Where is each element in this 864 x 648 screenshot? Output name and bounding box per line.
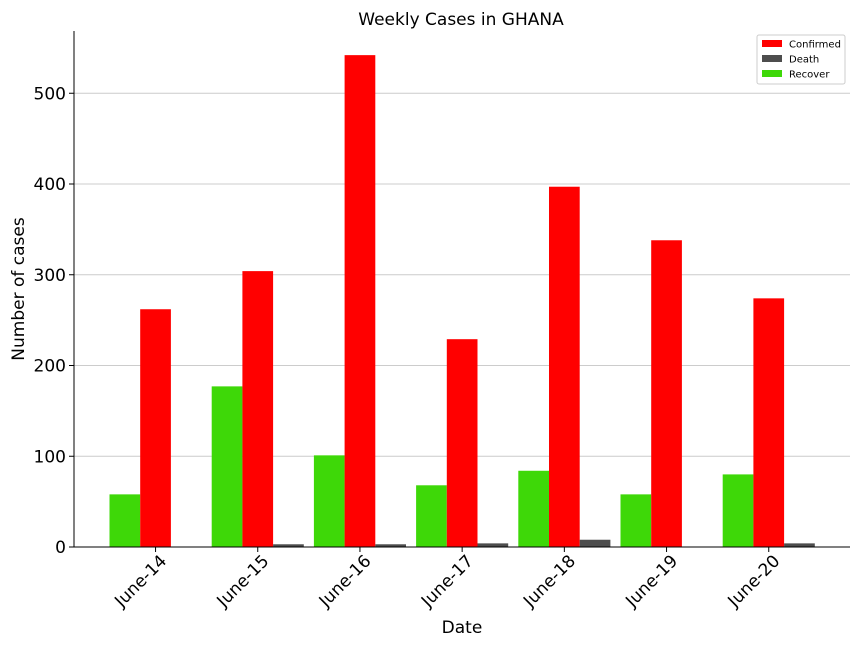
bar-confirmed-june-19 <box>651 240 682 547</box>
y-ticks: 0 100 200 300 400 500 <box>34 84 74 558</box>
bar-confirmed-june-15 <box>242 271 274 547</box>
chart-title: Weekly Cases in GHANA <box>358 10 564 30</box>
y-axis-label: Number of cases <box>9 217 29 361</box>
x-tick-label: June-16 <box>315 551 376 612</box>
y-tick-label: 100 <box>34 447 66 467</box>
bar-recover-june-17 <box>416 485 447 547</box>
bar-death-june-20 <box>784 543 815 547</box>
bar-death-june-17 <box>477 543 509 547</box>
legend-label-recover: Recover <box>789 70 830 81</box>
bar-confirmed-june-20 <box>753 298 785 547</box>
legend-label-confirmed: Confirmed <box>789 40 841 51</box>
y-tick-label: 300 <box>34 266 66 286</box>
gridlines <box>74 92 850 457</box>
bar-confirmed-june-17 <box>446 339 478 547</box>
legend-swatch-death <box>762 55 782 62</box>
bar-confirmed-june-14 <box>140 309 171 547</box>
x-axis-label: Date <box>442 618 483 638</box>
bar-confirmed-june-18 <box>549 186 580 547</box>
bar-recover-june-18 <box>518 470 549 547</box>
x-tick-label: June-14 <box>110 551 171 612</box>
y-tick-label: 400 <box>34 175 66 195</box>
bar-death-june-18 <box>579 539 611 547</box>
bars <box>109 55 815 547</box>
legend-swatch-recover <box>762 70 782 77</box>
y-tick-label: 0 <box>55 538 66 558</box>
x-tick-label: June-18 <box>519 551 580 612</box>
x-ticks: June-14 June-15 June-16 June-17 June-18 June-… <box>110 547 784 612</box>
y-tick-label: 500 <box>34 84 66 104</box>
bar-recover-june-20 <box>722 474 754 547</box>
legend-swatch-confirmed <box>762 40 782 47</box>
bar-recover-june-19 <box>620 494 652 547</box>
x-tick-label: June-20 <box>724 551 785 612</box>
bar-death-june-16 <box>375 544 406 547</box>
legend-label-death: Death <box>789 55 819 66</box>
x-tick-label: June-19 <box>621 551 682 612</box>
legend: Confirmed Death Recover <box>756 34 846 85</box>
bar-recover-june-14 <box>109 494 141 547</box>
x-tick-label: June-15 <box>213 551 274 612</box>
bar-recover-june-15 <box>211 386 243 547</box>
bar-death-june-15 <box>273 544 304 547</box>
y-tick-label: 200 <box>34 357 66 377</box>
x-tick-label: June-17 <box>417 551 478 612</box>
bar-recover-june-16 <box>313 455 345 547</box>
bar-confirmed-june-16 <box>344 55 376 547</box>
